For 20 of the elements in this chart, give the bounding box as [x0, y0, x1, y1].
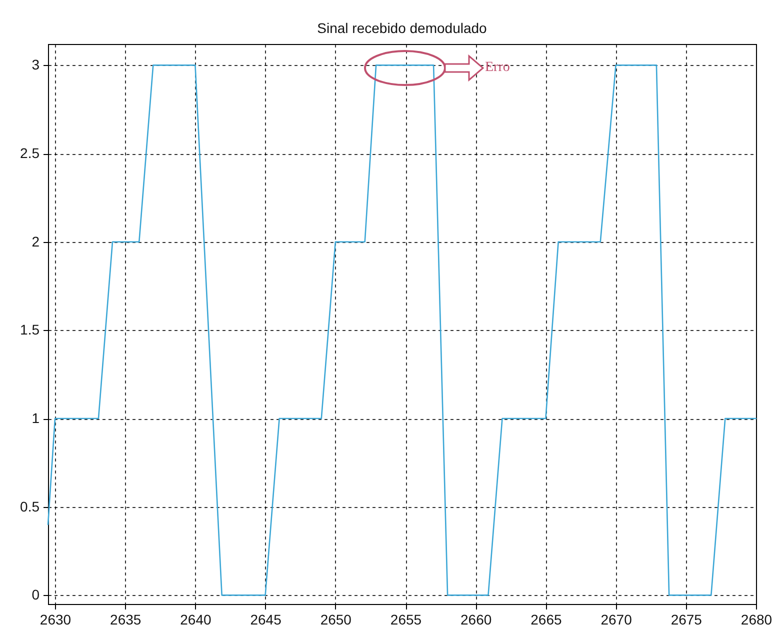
y-tick-label: 3 [32, 56, 40, 73]
y-tick-label: 0.5 [20, 498, 40, 514]
y-tick-label: 2 [32, 233, 40, 250]
x-tick-label: 2655 [390, 612, 422, 628]
x-tick-label: 2675 [670, 612, 702, 628]
x-tick-label: 2660 [460, 612, 492, 628]
y-tick-label: 1 [32, 410, 40, 426]
y-tick-label: 1.5 [20, 322, 40, 338]
x-tick-label: 2650 [320, 612, 352, 628]
x-tick-label: 2665 [530, 612, 562, 628]
y-tick-label: 0 [32, 586, 40, 603]
x-tick-label: 2680 [740, 612, 772, 628]
chart-title: Sinal recebido demodulado [317, 20, 488, 36]
x-tick-label: 2630 [40, 612, 72, 628]
x-tick-label: 2645 [250, 612, 282, 628]
x-tick-label: 2670 [600, 612, 632, 628]
x-tick-label: 2635 [110, 612, 142, 628]
annotation: Erro [485, 60, 510, 75]
x-tick-label: 2640 [180, 612, 212, 628]
y-tick-label: 2.5 [20, 145, 40, 162]
